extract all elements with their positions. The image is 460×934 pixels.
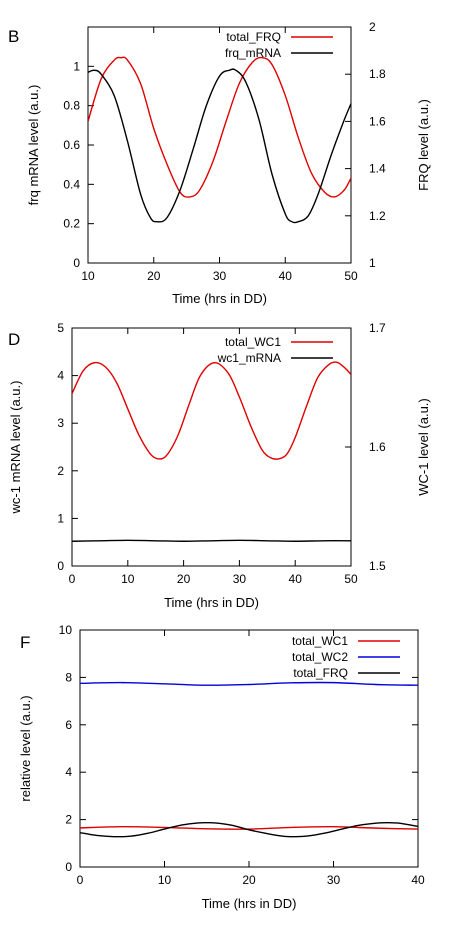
legend-label: total_WC1 [292, 634, 348, 648]
y-axis-title: frq mRNA level (a.u.) [26, 85, 41, 206]
x-tick-label: 10 [81, 269, 95, 283]
y-tick-label: 8 [65, 670, 72, 684]
y-tick-label: 6 [65, 718, 72, 732]
y-tick-label: 1 [57, 511, 64, 525]
x-tick-label: 50 [344, 269, 358, 283]
y-axis-title: relative level (a.u.) [18, 695, 33, 801]
panel-label: B [8, 27, 19, 46]
chart-panel-b: B 10 20 30 40 50 0 0.2 0.4 0.6 0.8 1 1 1.2 1.4 1.6 1.8 2 T… [8, 20, 431, 306]
y2-tick-label: 1.4 [369, 162, 386, 176]
y-tick-label: 0.6 [63, 138, 80, 152]
y2-tick-label: 1.5 [369, 559, 386, 573]
series-line-total-wc1 [72, 361, 351, 460]
y-tick-label: 0 [65, 860, 72, 874]
legend-label: wc1_mRNA [217, 351, 281, 365]
chart-panel-f: F 0 10 20 30 40 0 2 4 6 8 10 Time (hrs in DD) relativ… [18, 623, 425, 911]
y-tick-label: 10 [59, 623, 73, 637]
y-tick-label: 0.4 [63, 177, 80, 191]
x-tick-label: 20 [177, 572, 191, 586]
y-tick-label: 5 [57, 321, 64, 335]
y2-tick-label: 1.6 [369, 114, 386, 128]
y2-tick-label: 1.6 [369, 440, 386, 454]
x-tick-label: 0 [77, 873, 84, 887]
y-tick-label: 0 [73, 256, 80, 270]
series-line-total-frq [80, 821, 418, 838]
x-tick-label: 30 [233, 572, 247, 586]
legend-label: frq_mRNA [225, 46, 281, 60]
x-axis-title: Time (hrs in DD) [172, 291, 267, 306]
y2-tick-label: 1.2 [369, 209, 386, 223]
x-tick-label: 10 [121, 572, 135, 586]
y-tick-label: 2 [65, 813, 72, 827]
y-axis-title: wc-1 mRNA level (a.u.) [8, 381, 23, 515]
legend-label: total_FRQ [293, 666, 348, 680]
x-tick-label: 30 [213, 269, 227, 283]
panel-label: F [20, 633, 30, 652]
y2-axis-title: FRQ level (a.u.) [416, 99, 431, 191]
series-line-total-wc1 [80, 825, 418, 830]
x-tick-label: 50 [344, 572, 358, 586]
y-tick-label: 0.2 [63, 217, 80, 231]
y-tick-label: 0 [57, 559, 64, 573]
y2-tick-label: 1.8 [369, 67, 386, 81]
plot-frame [87, 26, 352, 264]
y2-tick-label: 1.7 [369, 321, 386, 335]
legend-label: total_FRQ [226, 30, 281, 44]
legend-label: total_WC2 [292, 650, 348, 664]
series-line-wc1-mrna [72, 539, 351, 542]
y-tick-label: 3 [57, 416, 64, 430]
y2-axis-title: WC-1 level (a.u.) [416, 398, 431, 496]
x-tick-label: 10 [158, 873, 172, 887]
x-tick-label: 40 [289, 572, 303, 586]
chart-panel-d: D 0 10 20 30 40 50 0 1 2 3 4 5 1.5 1.6 1.7 Time (hrs in … [8, 321, 431, 610]
x-axis-title: Time (hrs in DD) [202, 896, 297, 911]
x-axis-title: Time (hrs in DD) [164, 595, 259, 610]
y2-tick-label: 1 [369, 256, 376, 270]
series-line-total-frq [88, 56, 351, 198]
legend-label: total_WC1 [225, 335, 281, 349]
y2-tick-label: 2 [369, 20, 376, 34]
x-tick-label: 40 [411, 873, 425, 887]
y-tick-label: 0.8 [63, 99, 80, 113]
panel-label: D [8, 330, 20, 349]
x-tick-label: 40 [279, 269, 293, 283]
x-tick-label: 0 [69, 572, 76, 586]
y-tick-label: 2 [57, 464, 64, 478]
plot-frame [79, 629, 419, 868]
y-tick-label: 1 [73, 59, 80, 73]
x-tick-label: 20 [147, 269, 161, 283]
y-tick-label: 4 [57, 369, 64, 383]
x-tick-label: 30 [327, 873, 341, 887]
x-tick-label: 20 [242, 873, 256, 887]
series-line-frq-mrna [88, 68, 351, 224]
y-tick-label: 4 [65, 765, 72, 779]
series-line-total-wc2 [80, 681, 418, 686]
